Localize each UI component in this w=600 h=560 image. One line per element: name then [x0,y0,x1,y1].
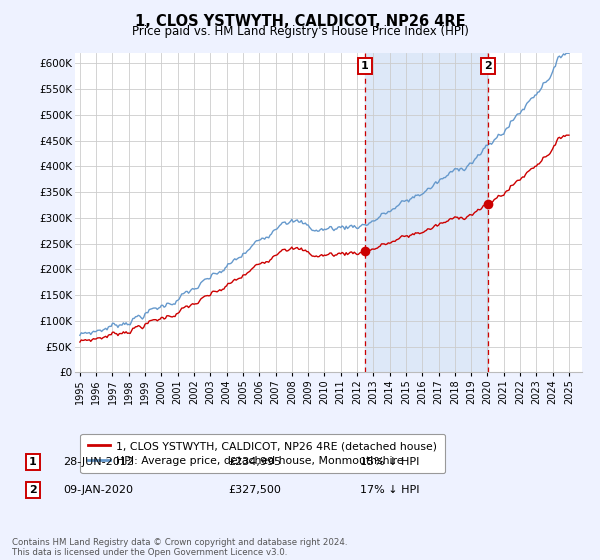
Text: £234,995: £234,995 [228,457,281,467]
Legend: 1, CLOS YSTWYTH, CALDICOT, NP26 4RE (detached house), HPI: Average price, detach: 1, CLOS YSTWYTH, CALDICOT, NP26 4RE (det… [80,433,445,473]
Text: 1: 1 [29,457,37,467]
Bar [365,53,488,372]
Text: 28-JUN-2012: 28-JUN-2012 [63,457,134,467]
Text: 1: 1 [361,61,369,71]
Text: 17% ↓ HPI: 17% ↓ HPI [360,485,419,495]
Text: £327,500: £327,500 [228,485,281,495]
Text: Price paid vs. HM Land Registry's House Price Index (HPI): Price paid vs. HM Land Registry's House … [131,25,469,38]
Text: 1, CLOS YSTWYTH, CALDICOT, NP26 4RE: 1, CLOS YSTWYTH, CALDICOT, NP26 4RE [134,14,466,29]
Text: 09-JAN-2020: 09-JAN-2020 [63,485,133,495]
Text: 15% ↓ HPI: 15% ↓ HPI [360,457,419,467]
Text: Contains HM Land Registry data © Crown copyright and database right 2024.
This d: Contains HM Land Registry data © Crown c… [12,538,347,557]
Text: 2: 2 [29,485,37,495]
Text: 2: 2 [484,61,492,71]
